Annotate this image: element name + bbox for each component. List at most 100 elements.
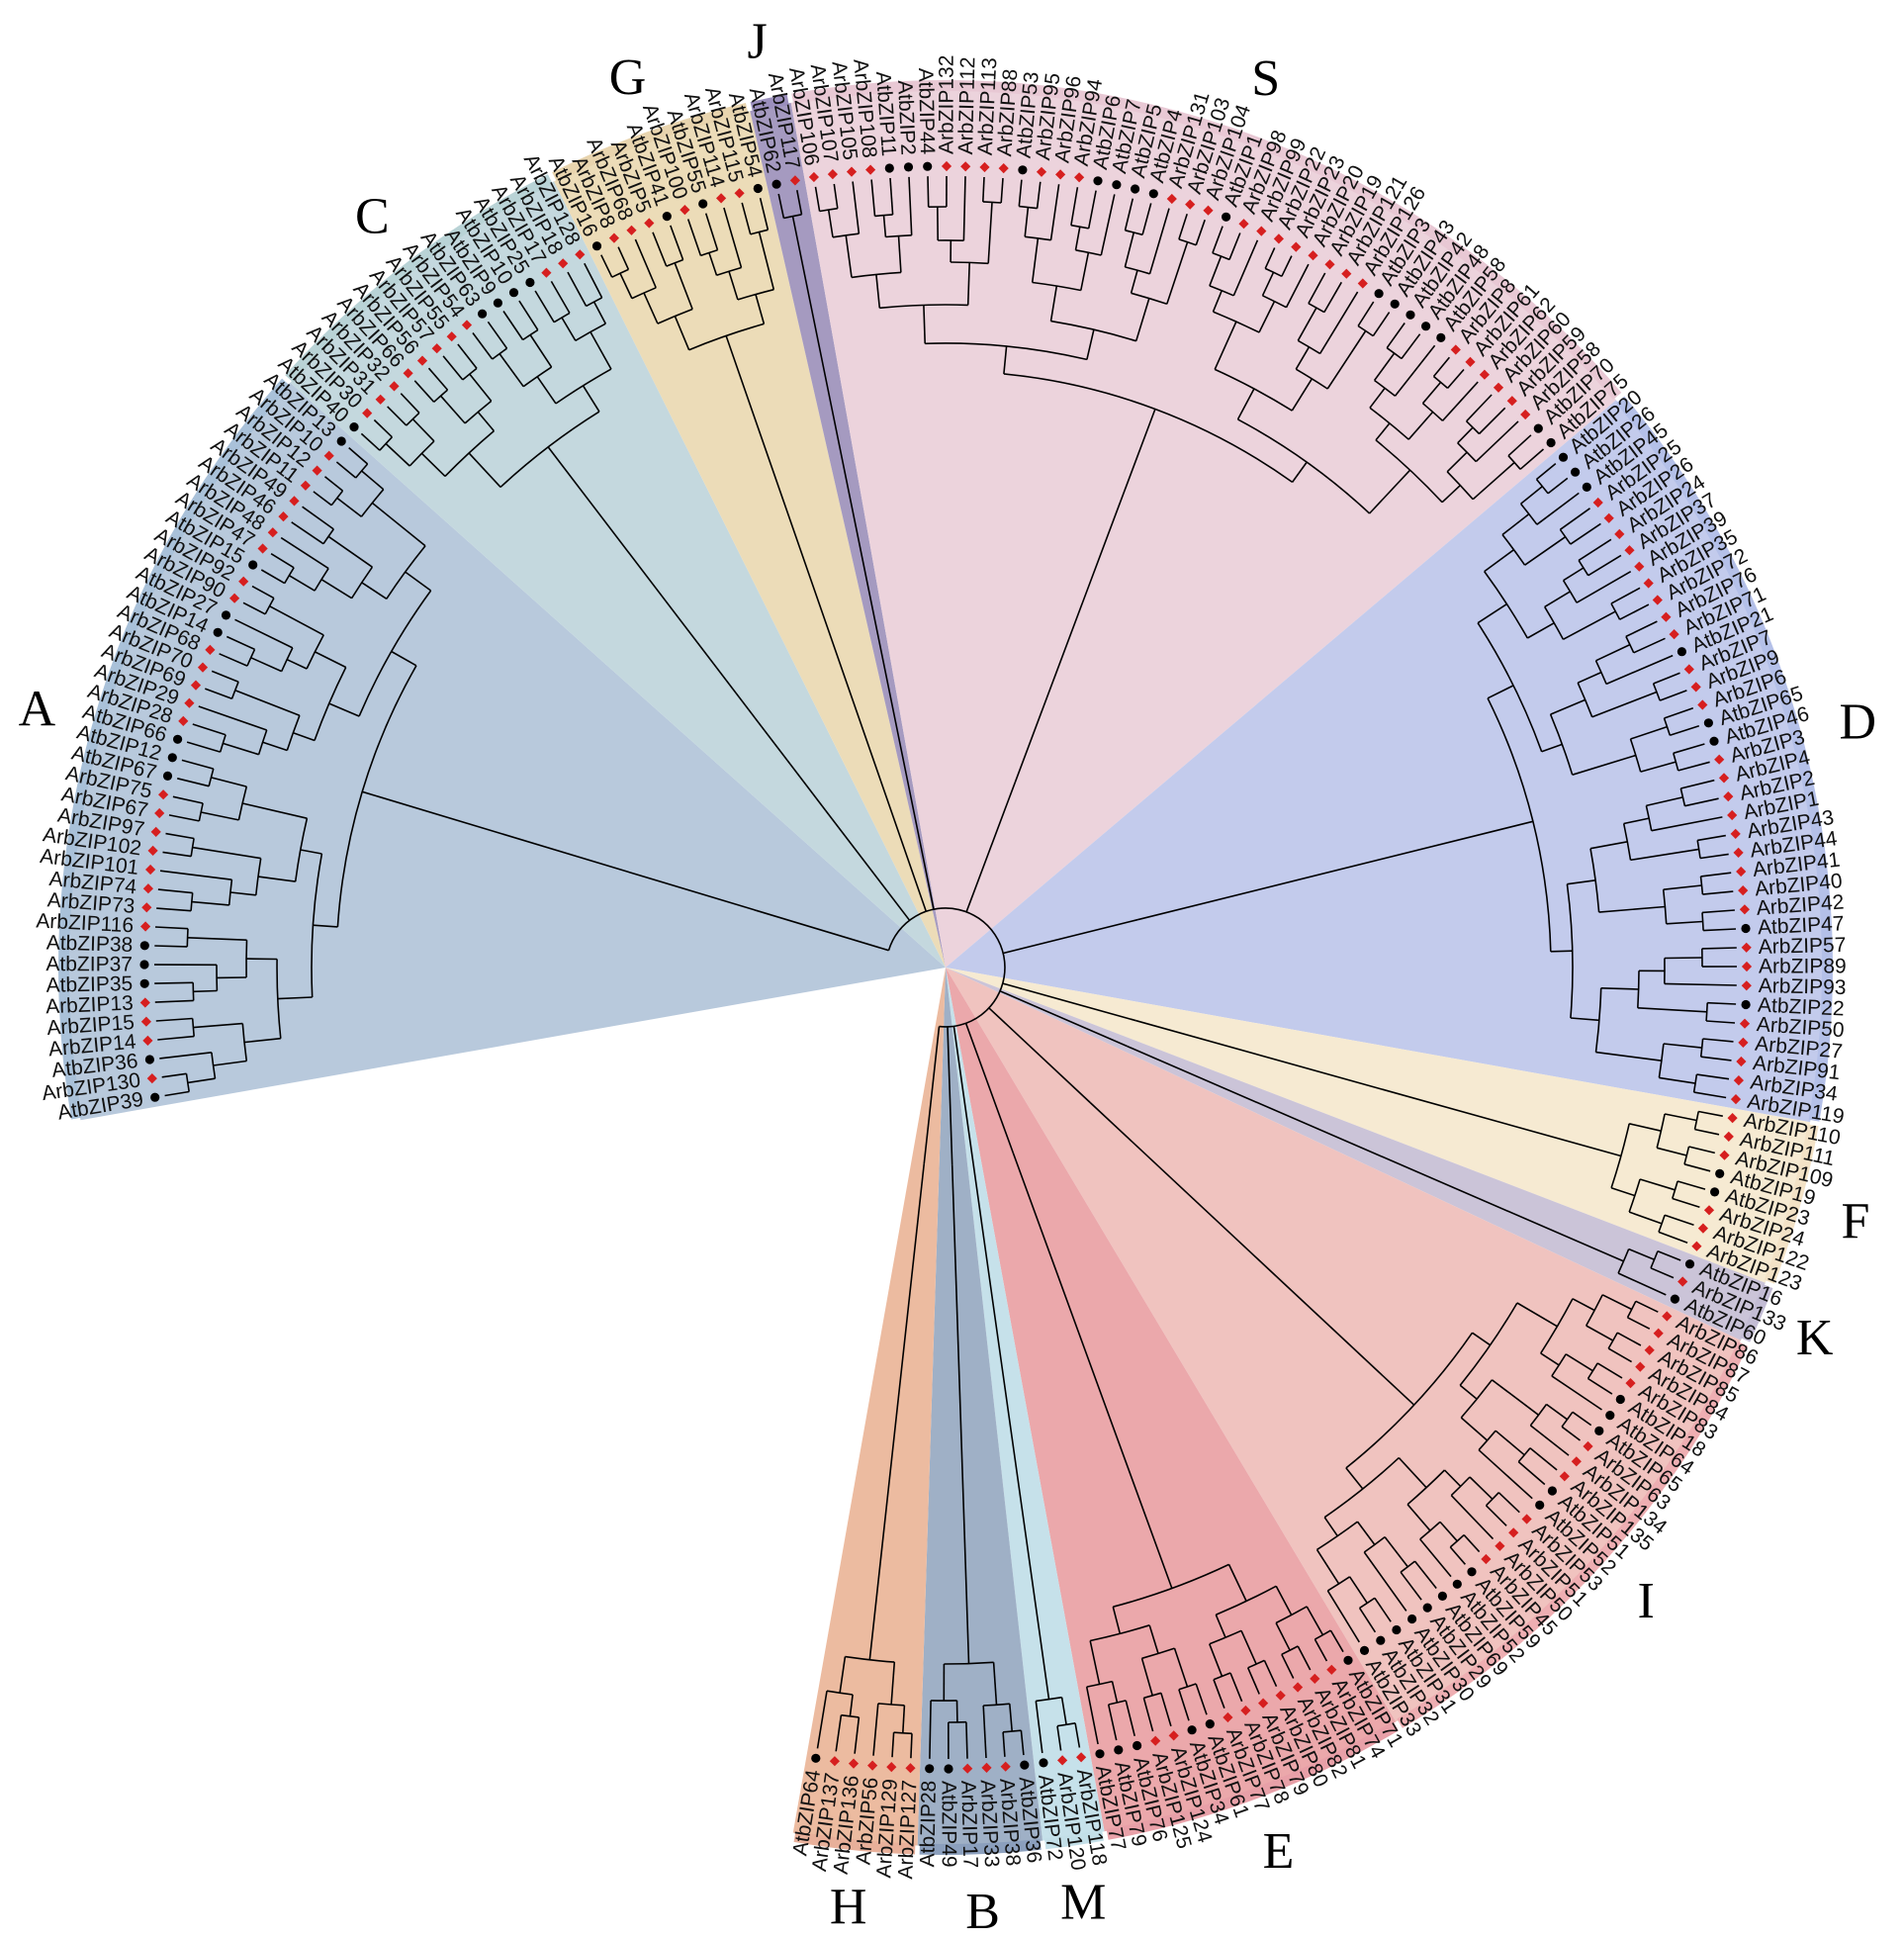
tree-branch <box>1702 890 1734 895</box>
clade-labels: A C G J S D F K I E M B H <box>19 14 1876 1940</box>
tree-branch <box>1142 1698 1154 1732</box>
tree-branch <box>1653 672 1680 685</box>
tree-branch <box>211 670 239 683</box>
tree-branch <box>205 688 232 700</box>
tree-branch <box>1625 620 1658 638</box>
arabidopsis-marker <box>525 277 535 288</box>
species-marker <box>558 258 569 269</box>
leaf-label: AtbZIP22 <box>1758 994 1846 1021</box>
tree-branch <box>302 506 334 530</box>
tree-branch <box>1400 1560 1415 1573</box>
tree-branch <box>1559 528 1572 545</box>
tree-branch <box>1700 872 1732 878</box>
tree-branch <box>1697 834 1726 842</box>
tree-branch <box>1195 219 1206 245</box>
tree-branch <box>1450 1495 1495 1540</box>
tree-branch <box>547 446 827 811</box>
clade-label-K: K <box>1796 1310 1834 1366</box>
tree-branch <box>502 311 524 340</box>
arabidopsis-marker <box>139 960 149 970</box>
tree-branch <box>1258 301 1276 333</box>
tree-branch <box>1646 796 1683 807</box>
tree-branch <box>634 238 657 289</box>
species-marker <box>147 845 158 856</box>
arabidopsis-marker <box>1222 212 1231 222</box>
arabidopsis-marker <box>1436 332 1446 342</box>
leaf-label: ArbZIP33 <box>976 1779 1004 1868</box>
arabidopsis-marker <box>1390 299 1400 309</box>
tree-branch <box>1229 1672 1243 1703</box>
tree-branch <box>1673 743 1705 755</box>
tree-branch <box>1018 179 1023 207</box>
tree-branch <box>839 1656 847 1694</box>
tree-branch <box>962 176 966 241</box>
tree-branch <box>783 214 802 220</box>
tree-branch <box>1134 298 1150 341</box>
tree-branch <box>499 353 524 388</box>
tree-branch <box>1497 1492 1520 1514</box>
tree-branch <box>1688 1146 1715 1155</box>
tree-branch <box>335 461 357 479</box>
tree-branch <box>469 373 493 402</box>
tree-branch <box>1406 1504 1431 1531</box>
tree-branch <box>427 367 449 391</box>
tree-branch <box>1232 239 1259 297</box>
tree-branch <box>1666 920 1703 925</box>
leaf-label: AtbZIP49 <box>938 1781 960 1868</box>
arabidopsis-marker <box>1684 1259 1695 1269</box>
arabidopsis-marker <box>923 161 933 171</box>
tree-branch <box>1314 1638 1328 1662</box>
species-marker <box>389 381 400 392</box>
tree-branch <box>567 271 588 307</box>
tree-branch <box>1297 307 1317 341</box>
species-marker <box>1736 866 1747 878</box>
tree-branch <box>243 1037 281 1044</box>
arabidopsis-marker <box>1039 1758 1048 1768</box>
arabidopsis-marker <box>1582 482 1591 492</box>
tree-branch <box>1049 285 1058 322</box>
tree-branch <box>1213 1679 1225 1709</box>
tree-branch <box>1074 1722 1081 1748</box>
tree-branch <box>759 198 770 231</box>
tree-branch <box>280 647 294 672</box>
tree-branch <box>1520 485 1543 505</box>
tree-branch <box>1087 190 1097 230</box>
arabidopsis-marker <box>1467 1567 1477 1577</box>
species-marker <box>1741 942 1752 953</box>
tree-branch <box>716 266 742 277</box>
tree-branch <box>193 989 218 993</box>
tree-branch <box>1003 918 1138 955</box>
tree-branch <box>1507 455 1521 470</box>
tree-branch <box>586 297 602 308</box>
tree-branch <box>1329 1629 1344 1653</box>
tree-branch <box>1024 207 1030 237</box>
leaf-label: ArbZIP112 <box>954 56 979 154</box>
tree-branch <box>186 928 189 947</box>
tree-branch <box>487 321 508 349</box>
tree-branch <box>405 571 432 592</box>
tree-branch <box>201 811 239 821</box>
tree-branch <box>1693 1091 1727 1099</box>
arabidopsis-marker <box>150 1092 160 1102</box>
clade-ring-H <box>793 1830 916 1855</box>
tree-branch <box>257 729 268 755</box>
tree-branch <box>286 658 308 670</box>
tree-branch <box>1306 1606 1324 1635</box>
species-marker <box>446 331 457 342</box>
tree-branch <box>1449 1546 1467 1565</box>
tree-branch <box>725 335 882 782</box>
tree-branch <box>1003 373 1294 484</box>
tree-branch <box>313 491 332 507</box>
tree-branch <box>1663 1043 1702 1049</box>
tree-branch <box>592 301 607 324</box>
tree-branch <box>291 521 324 545</box>
tree-branch <box>1623 817 1650 825</box>
species-marker <box>158 789 169 800</box>
tree-branch <box>315 651 347 669</box>
tree-branch <box>157 1035 195 1041</box>
tree-branch <box>1348 1576 1368 1604</box>
tree-branch <box>737 288 774 301</box>
tree-branch <box>1617 1272 1667 1296</box>
tree-branch <box>1501 512 1530 536</box>
tree-branch <box>234 618 294 649</box>
